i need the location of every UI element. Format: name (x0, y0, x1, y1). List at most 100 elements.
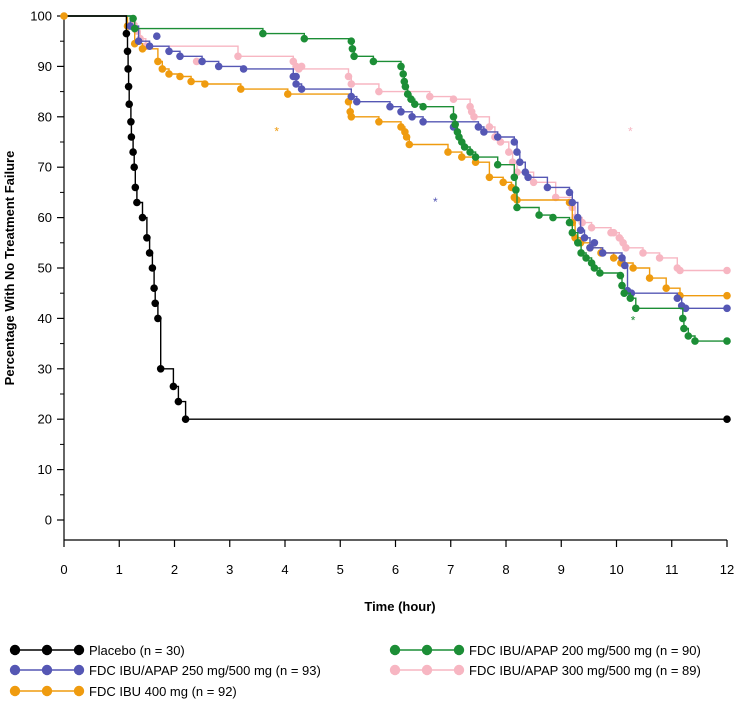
event-point (480, 128, 488, 136)
event-point (574, 239, 582, 247)
event-point (397, 62, 405, 71)
event-point (145, 42, 154, 50)
y-tick-label: 20 (38, 412, 52, 427)
event-point (580, 234, 589, 242)
legend-swatch-dot (41, 644, 53, 656)
legend-swatch-dot (9, 664, 21, 676)
y-tick-label: 10 (38, 462, 52, 477)
series-line (64, 15, 727, 420)
legend-item-2: FDC IBU 400 mg (n = 92) (9, 684, 237, 699)
event-point (681, 304, 690, 313)
x-tick-label: 9 (558, 562, 565, 577)
event-point (129, 14, 137, 23)
y-tick-label: 60 (38, 210, 52, 225)
event-point (639, 249, 647, 257)
event-point (513, 203, 521, 212)
censored-point (297, 62, 306, 71)
event-point (680, 324, 688, 333)
axes: Percentage With No Treatment Failure Tim… (2, 9, 734, 615)
event-point (645, 274, 654, 282)
y-tick-label: 0 (45, 513, 52, 528)
event-point (598, 249, 607, 257)
event-point (408, 113, 416, 121)
legend: Placebo (n = 30) FDC IBU/APAP 250 mg/500 … (9, 643, 701, 699)
significance-marker: * (274, 124, 279, 138)
event-point (622, 244, 630, 252)
event-point (449, 95, 458, 103)
legend-item-3: FDC IBU/APAP 200 mg/500 mg (n = 90) (389, 643, 701, 658)
event-point (426, 92, 434, 101)
event-point (470, 113, 478, 121)
event-point (151, 299, 159, 308)
event-point (344, 72, 353, 81)
legend-swatch-dot (41, 685, 53, 697)
x-tick-label: 11 (665, 562, 679, 577)
y-tick-label: 100 (30, 9, 52, 24)
event-point (129, 148, 137, 156)
legend-label: FDC IBU/APAP 200 mg/500 mg (n = 90) (469, 643, 701, 658)
event-point (549, 213, 557, 222)
event-point (130, 163, 138, 171)
event-point (596, 269, 604, 277)
event-point (621, 261, 629, 270)
event-point (616, 271, 625, 280)
event-point (529, 178, 538, 187)
annotations-layer: * * * * (274, 124, 635, 327)
event-point (485, 123, 494, 131)
legend-item-4: FDC IBU/APAP 300 mg/500 mg (n = 89) (389, 663, 701, 678)
event-point (138, 213, 147, 222)
event-point (154, 57, 162, 66)
event-point (150, 284, 158, 293)
event-point (582, 254, 590, 262)
legend-swatch-dot (9, 685, 21, 697)
legend-label: FDC IBU 400 mg (n = 92) (89, 684, 237, 699)
event-point (449, 113, 458, 121)
event-point (577, 249, 585, 257)
censored-point (609, 228, 618, 237)
x-tick-label: 5 (337, 562, 344, 577)
event-point (587, 223, 596, 232)
series-line (64, 15, 727, 297)
event-point (590, 264, 599, 272)
event-point (259, 29, 267, 38)
event-point (369, 57, 378, 66)
event-point (124, 82, 133, 91)
x-tick-label: 6 (392, 562, 399, 577)
event-point (493, 133, 502, 141)
event-point (543, 183, 552, 192)
event-point (499, 178, 508, 187)
event-point (143, 234, 151, 242)
event-point (535, 211, 543, 219)
event-point (673, 294, 682, 303)
event-point (471, 153, 480, 161)
legend-swatch-dot (421, 664, 433, 676)
event-point (347, 37, 356, 45)
event-point (451, 120, 460, 129)
event-point (609, 254, 618, 262)
event-point (187, 77, 195, 86)
event-point (386, 102, 394, 111)
legend-item-0: Placebo (n = 30) (9, 643, 185, 658)
event-point (684, 332, 693, 340)
legend-item-1: FDC IBU/APAP 250 mg/500 mg (n = 93) (9, 663, 321, 678)
event-point (297, 85, 306, 93)
x-tick-label: 12 (720, 562, 734, 577)
event-point (174, 397, 183, 406)
x-tick-label: 2 (171, 562, 178, 577)
legend-label: FDC IBU/APAP 300 mg/500 mg (n = 89) (469, 663, 701, 678)
event-point (375, 87, 383, 96)
series-0 (64, 15, 731, 424)
event-point (576, 226, 585, 234)
event-point (350, 52, 358, 61)
y-tick-label: 90 (38, 59, 52, 74)
event-point (460, 143, 469, 151)
censored-point (192, 57, 201, 66)
event-point (662, 284, 670, 293)
x-axis-title: Time (hour) (364, 599, 435, 614)
event-point (512, 186, 520, 194)
significance-marker: * (631, 313, 636, 327)
censored-point (723, 415, 731, 424)
event-point (134, 37, 143, 45)
event-point (169, 382, 178, 391)
significance-marker: * (628, 124, 633, 138)
